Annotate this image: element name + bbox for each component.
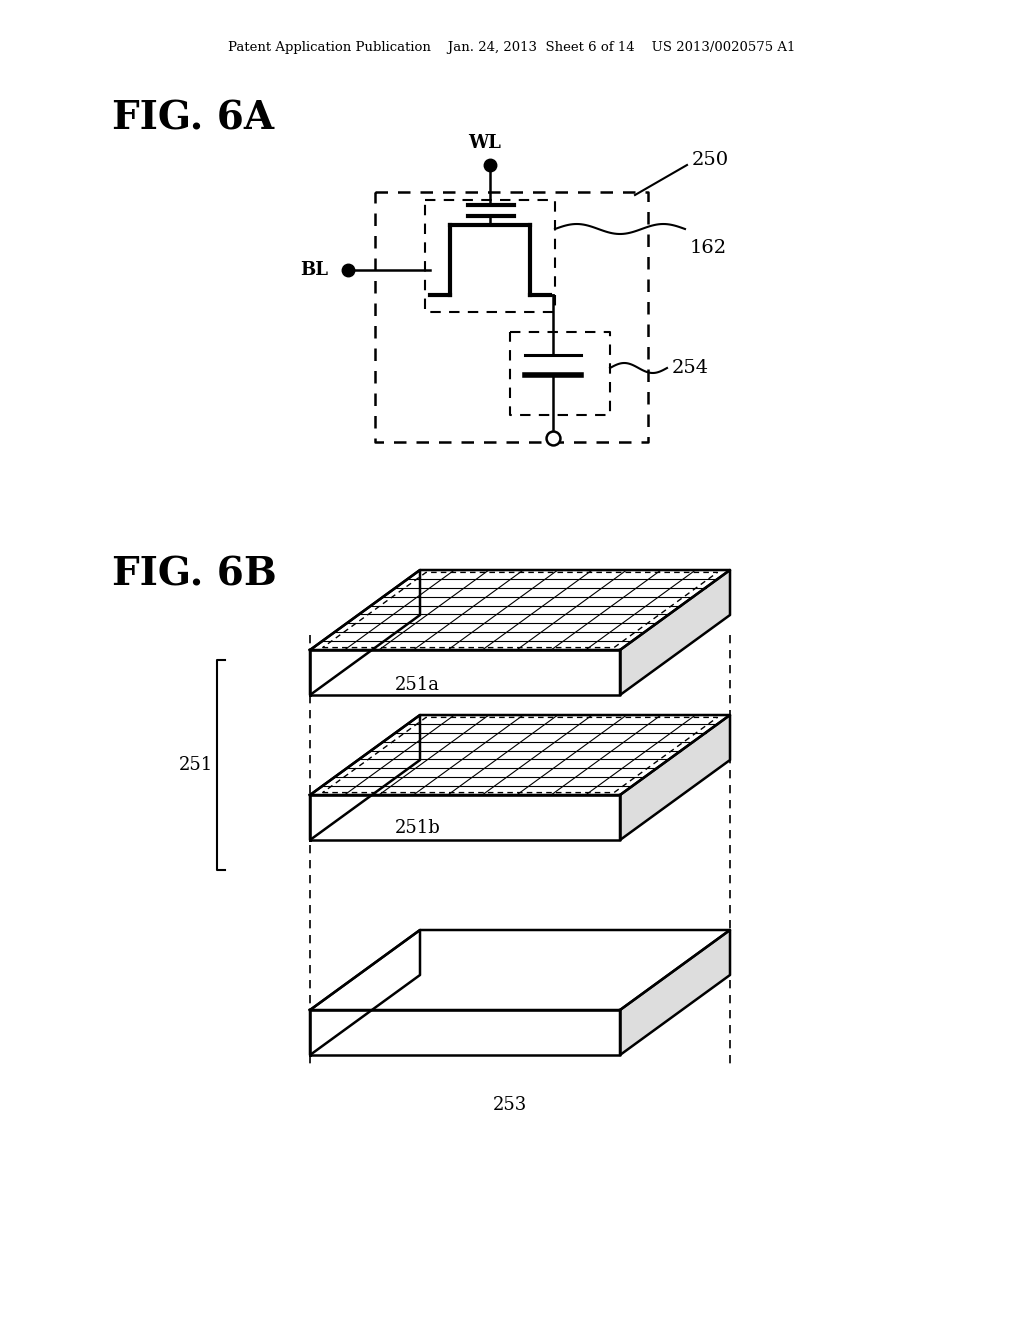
Polygon shape [310,795,620,840]
Text: 253: 253 [493,1096,527,1114]
Polygon shape [420,715,730,760]
Polygon shape [620,931,730,1055]
Text: FIG. 6A: FIG. 6A [112,99,274,137]
Polygon shape [310,570,730,649]
Text: 250: 250 [692,150,729,169]
Text: 251a: 251a [395,676,440,694]
Polygon shape [310,931,420,1055]
Polygon shape [310,649,620,696]
Polygon shape [310,1010,620,1055]
Polygon shape [310,715,730,795]
Polygon shape [310,715,420,840]
Text: 251: 251 [179,756,213,774]
Text: 254: 254 [672,359,710,378]
Polygon shape [310,931,730,1010]
Polygon shape [310,570,420,696]
Text: 251b: 251b [395,818,440,837]
Text: 162: 162 [690,239,727,257]
Text: FIG. 6B: FIG. 6B [112,556,276,594]
Polygon shape [620,715,730,840]
Text: Patent Application Publication    Jan. 24, 2013  Sheet 6 of 14    US 2013/002057: Patent Application Publication Jan. 24, … [228,41,796,54]
Text: WL: WL [469,135,502,152]
Polygon shape [620,570,730,696]
Polygon shape [420,931,730,975]
Text: BL: BL [300,261,328,279]
Polygon shape [420,570,730,615]
